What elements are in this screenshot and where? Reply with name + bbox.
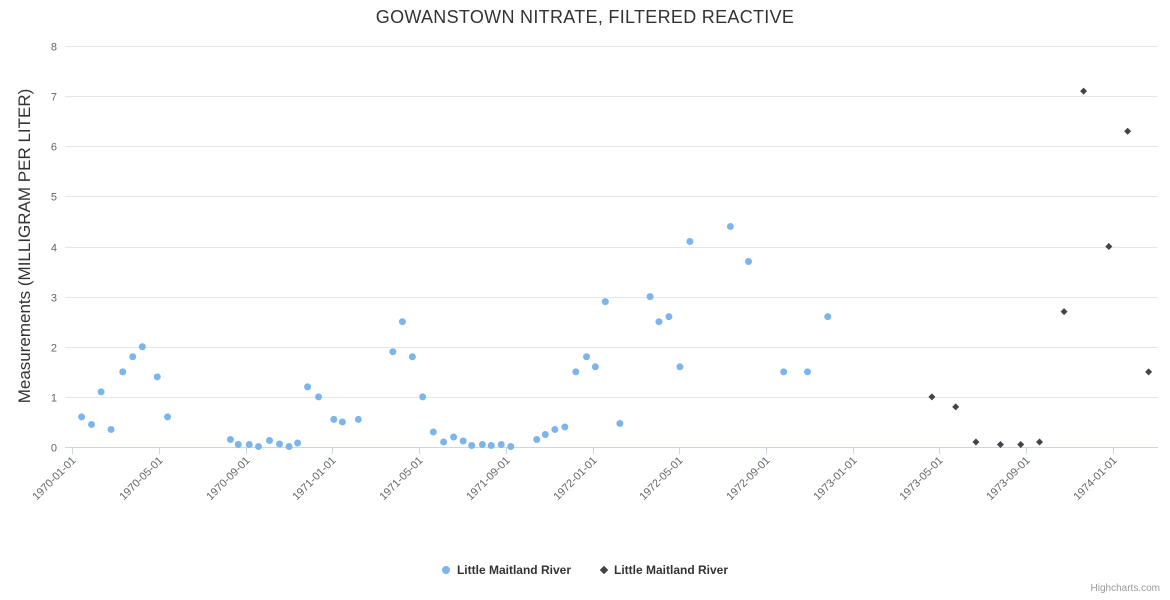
data-point-circle[interactable] (419, 393, 427, 401)
data-point-circle[interactable] (497, 440, 505, 448)
x-axis-tick-label: 1971-05-01 (377, 455, 425, 503)
data-point-circle[interactable] (561, 423, 569, 431)
data-point-circle[interactable] (245, 440, 253, 448)
x-axis-tick-label: 1973-09-01 (984, 455, 1032, 503)
y-axis-tick-label: 3 (51, 293, 57, 305)
data-point-circle[interactable] (591, 363, 599, 371)
x-axis-tick-label: 1973-05-01 (897, 455, 945, 503)
data-point-circle[interactable] (429, 428, 437, 436)
data-point-diamond[interactable] (1080, 87, 1088, 95)
data-point-circle[interactable] (468, 441, 476, 449)
data-point-circle[interactable] (78, 413, 86, 421)
data-point-circle[interactable] (780, 368, 788, 376)
data-point-circle[interactable] (726, 222, 734, 230)
data-point-circle[interactable] (294, 439, 302, 447)
data-point-circle[interactable] (153, 373, 161, 381)
data-point-diamond[interactable] (1145, 368, 1153, 376)
x-axis-tick-label: 1972-09-01 (724, 455, 772, 503)
y-axis-tick-label: 2 (51, 343, 57, 355)
data-point-circle[interactable] (440, 438, 448, 446)
y-axis-tick-label: 6 (51, 142, 57, 154)
data-point-circle[interactable] (824, 313, 832, 321)
data-point-circle[interactable] (315, 393, 323, 401)
data-point-circle[interactable] (354, 415, 362, 423)
data-point-circle[interactable] (97, 388, 105, 396)
data-point-circle[interactable] (119, 368, 127, 376)
y-axis-tick-label: 0 (51, 443, 57, 455)
data-point-circle[interactable] (676, 363, 684, 371)
data-point-circle[interactable] (541, 430, 549, 438)
x-axis-tick-label: 1971-09-01 (464, 455, 512, 503)
data-point-circle[interactable] (408, 353, 416, 361)
data-point-circle[interactable] (582, 353, 590, 361)
y-axis-tick-label: 8 (51, 42, 57, 54)
data-point-circle[interactable] (450, 433, 458, 441)
data-point-diamond[interactable] (1017, 440, 1025, 448)
x-axis-tick-label: 1970-05-01 (117, 455, 165, 503)
circle-marker-icon (441, 566, 450, 574)
y-axis-tick-label: 4 (51, 243, 57, 255)
diamond-marker-icon (599, 565, 609, 575)
data-point-circle[interactable] (478, 440, 486, 448)
data-point-circle[interactable] (655, 318, 663, 326)
data-point-circle[interactable] (88, 420, 96, 428)
data-point-circle[interactable] (129, 353, 137, 361)
data-point-diamond[interactable] (1124, 127, 1132, 135)
data-point-circle[interactable] (255, 442, 263, 450)
data-point-circle[interactable] (398, 318, 406, 326)
data-point-diamond[interactable] (972, 438, 980, 446)
data-point-circle[interactable] (551, 425, 559, 433)
data-point-circle[interactable] (285, 442, 293, 450)
legend-label-series-2: Little Maitland River (614, 563, 729, 577)
y-axis-tick-label: 7 (51, 92, 57, 104)
x-axis-tick-label: 1970-09-01 (204, 455, 252, 503)
data-point-circle[interactable] (304, 383, 312, 391)
legend-item-series-2[interactable]: Little Maitland River (599, 563, 729, 577)
x-axis-tick-label: 1972-05-01 (637, 455, 685, 503)
data-point-circle[interactable] (616, 419, 624, 427)
x-axis-tick-label: 1971-01-01 (290, 455, 338, 503)
data-point-diamond[interactable] (1105, 243, 1113, 250)
legend-label-series-1: Little Maitland River (456, 563, 571, 577)
data-point-circle[interactable] (804, 368, 812, 376)
chart-title: GOWANSTOWN NITRATE, FILTERED REACTIVE (375, 7, 795, 27)
data-point-circle[interactable] (686, 237, 694, 245)
data-point-circle[interactable] (338, 418, 346, 426)
data-point-circle[interactable] (389, 348, 397, 356)
data-point-circle[interactable] (234, 440, 242, 448)
data-point-diamond[interactable] (1060, 308, 1068, 316)
data-point-circle[interactable] (266, 436, 274, 444)
data-point-diamond[interactable] (996, 440, 1004, 448)
x-axis-tick-label: 1974-01-01 (1071, 455, 1119, 503)
data-point-circle[interactable] (646, 293, 654, 301)
highcharts-credits[interactable]: Highcharts.com (1090, 583, 1160, 594)
x-axis-tick-label: 1973-01-01 (811, 455, 859, 503)
data-point-circle[interactable] (572, 368, 580, 376)
data-point-diamond[interactable] (928, 393, 936, 401)
x-axis-tick-label: 1972-01-01 (551, 455, 599, 503)
data-point-circle[interactable] (330, 415, 338, 423)
data-point-diamond[interactable] (1036, 438, 1044, 446)
data-point-circle[interactable] (533, 435, 541, 443)
legend: Little Maitland River Little Maitland Ri… (0, 563, 1170, 577)
data-point-circle[interactable] (226, 435, 234, 443)
legend-item-series-1[interactable]: Little Maitland River (441, 563, 571, 577)
data-point-circle[interactable] (164, 413, 172, 421)
data-point-circle[interactable] (459, 437, 467, 445)
x-axis-tick-label: 1970-01-01 (30, 455, 78, 503)
data-point-diamond[interactable] (952, 403, 960, 411)
data-point-circle[interactable] (275, 440, 283, 448)
data-point-circle[interactable] (665, 313, 673, 321)
data-point-circle[interactable] (744, 258, 752, 266)
data-point-circle[interactable] (507, 442, 515, 450)
data-point-circle[interactable] (107, 425, 115, 433)
data-point-circle[interactable] (487, 441, 495, 449)
y-axis-tick-label: 5 (51, 192, 57, 204)
data-point-circle[interactable] (138, 343, 146, 351)
y-axis-tick-label: 1 (51, 393, 57, 405)
data-point-circle[interactable] (601, 298, 609, 306)
